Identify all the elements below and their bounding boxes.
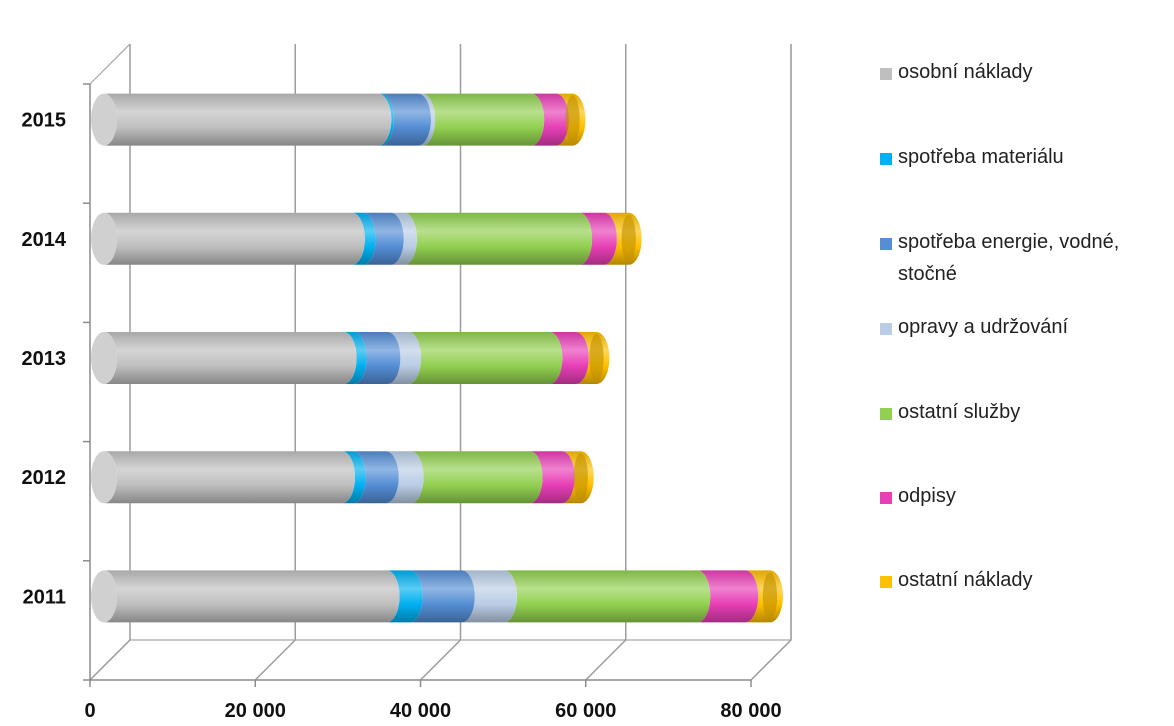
legend-label: ostatní náklady [898, 569, 1033, 591]
bar-segment [417, 93, 436, 146]
x-axis: 0 20 000 40 000 60 000 80 000 [84, 679, 782, 722]
bar-segment [410, 451, 543, 504]
bar-start-cap [91, 570, 117, 623]
bar-end-cap [762, 572, 778, 621]
y-tick-label: 2012 [22, 467, 67, 489]
legend-label: opravy a udržování [898, 316, 1069, 338]
bar-segment [362, 212, 404, 265]
x-tick-label: 60 000 [555, 700, 616, 722]
bar-segment [378, 93, 394, 146]
bar-segment [503, 570, 711, 623]
x-tick-label: 40 000 [390, 700, 451, 722]
y-tick-label: 2011 [23, 586, 66, 608]
bar-segment [697, 570, 759, 623]
legend-item: ostatní služby [880, 401, 1020, 428]
bar-segment [409, 570, 475, 623]
legend-label: odpisy [898, 485, 956, 507]
legend-label: ostatní služby [898, 401, 1021, 423]
x-tick-label: 80 000 [720, 700, 781, 722]
bar-segment [579, 212, 617, 265]
bar-segment [343, 332, 367, 384]
legend-item: opravy a udržování [880, 316, 1068, 343]
bar-segment [387, 332, 422, 384]
y-axis: 2015 2014 2013 2012 2011 [22, 83, 91, 681]
bar-start-cap [91, 451, 117, 504]
legend-swatch [880, 492, 892, 504]
bar-segment [390, 212, 417, 265]
bar-segment [422, 93, 545, 146]
bar-start-cap [91, 332, 117, 384]
bar-end-cap [573, 453, 588, 502]
legend-swatch [880, 68, 892, 80]
legend-swatch [880, 153, 892, 165]
bar-segment [104, 451, 355, 504]
gridline-floor [254, 639, 296, 681]
bar-segment [341, 451, 366, 504]
gridline-floor [585, 639, 627, 681]
legend-label: osobní náklady [898, 61, 1033, 83]
legend-swatch [880, 408, 892, 420]
legend: osobní náklady spotřeba materiálu spotřeba… [880, 0, 1170, 726]
wall-top-edge [89, 43, 131, 85]
bar-end-cap [565, 95, 580, 144]
bar-segment [386, 570, 423, 623]
legend-swatch [880, 576, 892, 588]
bar-group-2011 [91, 570, 783, 623]
bar-segment [403, 212, 593, 265]
bar-segment [351, 212, 376, 265]
bar-segment [380, 93, 431, 146]
bar-segment [353, 332, 401, 384]
bars [91, 93, 783, 623]
y-tick-label: 2014 [22, 229, 67, 251]
legend-item: spotřeba materiálu [880, 146, 1064, 173]
bar-end-cap [589, 334, 604, 382]
bar-segment [104, 93, 392, 146]
y-tick-label: 2015 [22, 110, 67, 132]
legend-item: osobní náklady [880, 61, 1033, 88]
bar-group-2014 [91, 212, 642, 265]
x-tick-label: 20 000 [225, 700, 286, 722]
bar-end-cap [621, 214, 636, 263]
legend-label: spotřeba materiálu [898, 146, 1064, 168]
x-tick-label: 0 [84, 700, 95, 722]
gridline-floor [750, 639, 792, 681]
bar-segment [104, 570, 400, 623]
gridline-floor [89, 639, 131, 681]
bar-segment [529, 451, 575, 504]
bar-start-cap [91, 212, 117, 265]
legend-swatch [880, 323, 892, 335]
bar-group-2013 [91, 332, 610, 384]
bar-segment [549, 332, 589, 384]
bar-segment [531, 93, 569, 146]
y-tick-label: 2013 [22, 348, 67, 370]
bar-segment [408, 332, 563, 384]
bar-start-cap [91, 93, 117, 146]
bar-segment [104, 212, 365, 265]
legend-item: ostatní náklady [880, 569, 1033, 596]
gridline-floor [419, 639, 462, 681]
bar-group-2015 [91, 93, 586, 146]
bar-segment [385, 451, 424, 504]
bar-segment [352, 451, 399, 504]
legend-item: odpisy [880, 485, 956, 512]
bar-chart: 0 20 000 40 000 60 000 80 000 20152014201320… [22, 43, 792, 722]
legend-item: spotřeba energie, vodné, stočné [880, 231, 1170, 290]
bar-group-2012 [91, 451, 594, 504]
bar-segment [104, 332, 357, 384]
legend-swatch [880, 238, 892, 250]
bar-segment [461, 570, 517, 623]
legend-label: spotřeba energie, vodné, stočné [898, 231, 1120, 285]
